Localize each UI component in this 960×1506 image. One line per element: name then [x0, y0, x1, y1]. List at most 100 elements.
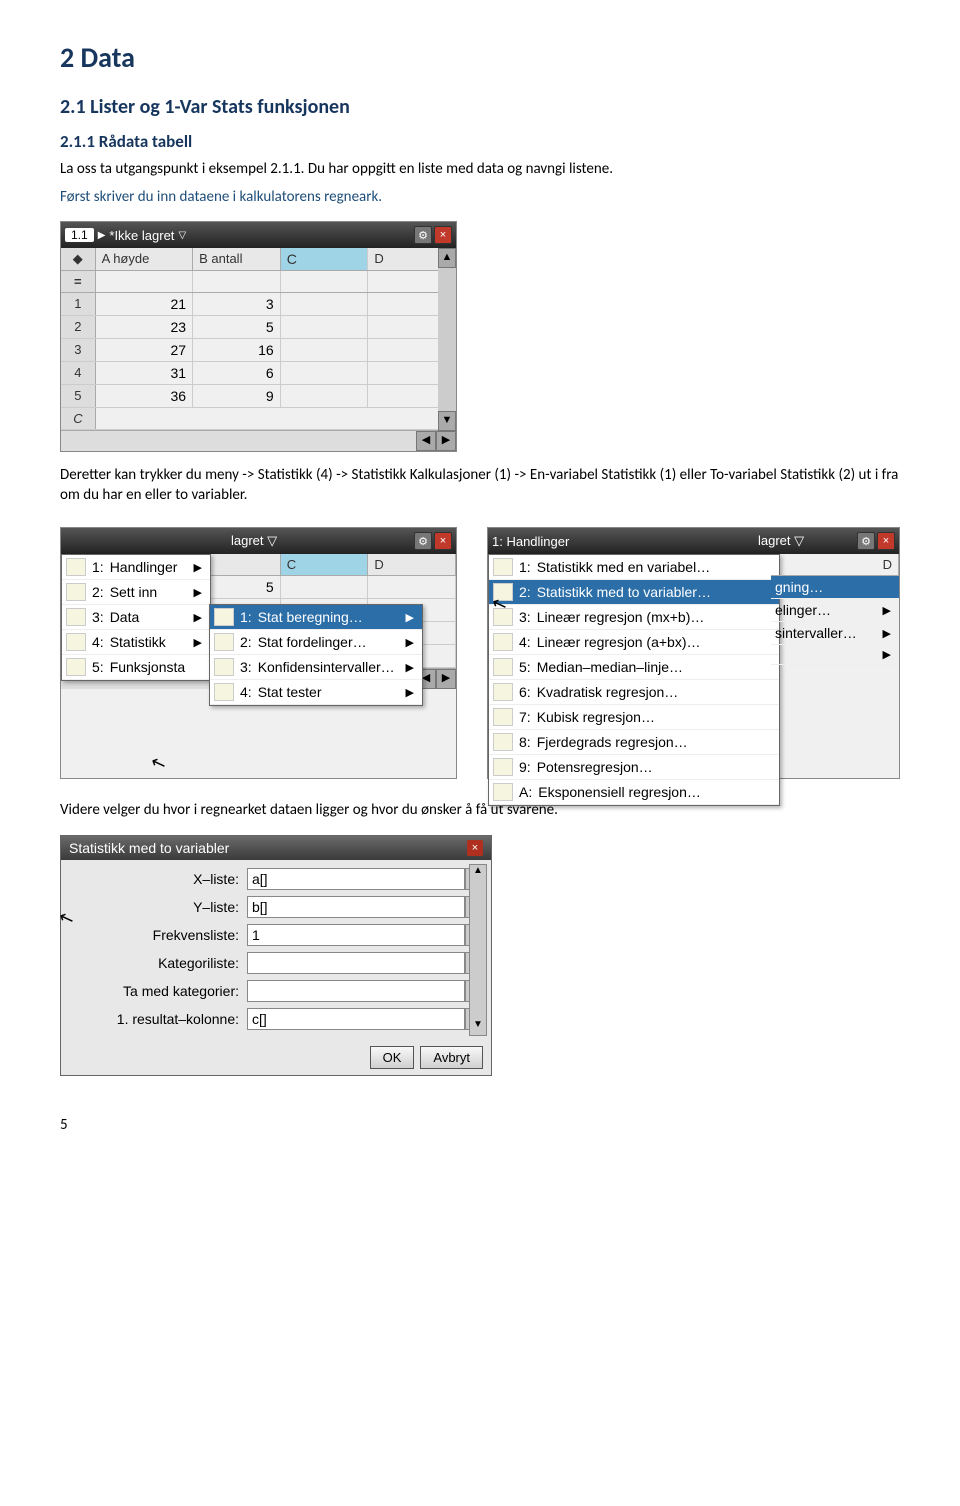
menu-item[interactable]: 1: Stat beregning…▶ — [210, 605, 422, 630]
scroll-up-icon[interactable]: ▲ — [438, 248, 456, 268]
close-icon[interactable]: × — [877, 532, 895, 550]
cell[interactable]: 27 — [96, 339, 193, 361]
cell[interactable] — [281, 576, 369, 598]
formula-cell[interactable] — [281, 271, 369, 292]
cell[interactable]: 16 — [193, 339, 281, 361]
gear-icon[interactable]: ⚙ — [414, 226, 432, 244]
scroll-up-icon[interactable]: ▲ — [470, 865, 486, 881]
field-input[interactable] — [247, 1008, 465, 1030]
cell[interactable]: 23 — [96, 316, 193, 338]
menu-item[interactable]: 4: Lineær regresjon (a+bx)… — [489, 630, 779, 655]
cell[interactable] — [281, 293, 369, 315]
scroll-down-icon[interactable]: ▼ — [470, 1019, 486, 1035]
col-B-name[interactable]: B antall — [193, 248, 281, 270]
menu-item-icon — [214, 683, 234, 701]
menu-item[interactable]: 4: Statistikk▶ — [62, 630, 210, 655]
ok-button[interactable]: OK — [370, 1046, 415, 1069]
formula-row: = — [61, 271, 456, 293]
close-icon[interactable]: × — [434, 532, 452, 550]
menu-item[interactable]: 7: Kubisk regresjon… — [489, 705, 779, 730]
menu-item-icon — [214, 608, 234, 626]
field-input[interactable] — [247, 980, 465, 1002]
menu-item[interactable]: 9: Potensregresjon… — [489, 755, 779, 780]
menu-item-number: 5: — [519, 659, 531, 675]
scroll-down-icon[interactable]: ▼ — [438, 411, 456, 431]
menu-item[interactable]: 3: Konfidensintervaller…▶ — [210, 655, 422, 680]
menu-item[interactable]: 8: Fjerdegrads regresjon… — [489, 730, 779, 755]
menu-item-number: 8: — [519, 734, 531, 750]
menu-item[interactable]: 6: Kvadratisk regresjon… — [489, 680, 779, 705]
v-scrollbar[interactable]: ▲ ▼ — [438, 248, 456, 431]
close-icon[interactable]: × — [434, 226, 452, 244]
cell[interactable] — [281, 316, 369, 338]
cell-ref-label: C — [61, 408, 96, 429]
menu-item-number: 9: — [519, 759, 531, 775]
menu-item-label: Statistikk — [110, 634, 166, 650]
subsection-heading: 2.1 Lister og 1-Var Stats funksjonen — [60, 95, 900, 119]
cell[interactable]: 36 — [96, 385, 193, 407]
field-label: X–liste: — [69, 871, 247, 887]
dialog-field-row: Kategoriliste:▸ — [69, 952, 483, 974]
scroll-right-icon[interactable]: ▶ — [436, 431, 456, 451]
gear-icon[interactable]: ⚙ — [414, 532, 432, 550]
cancel-button[interactable]: Avbryt — [420, 1046, 483, 1069]
col-C-name[interactable]: C — [281, 248, 369, 270]
cell[interactable] — [281, 339, 369, 361]
field-input[interactable] — [247, 924, 465, 946]
menu-item[interactable]: 1: Handlinger▶ — [62, 555, 210, 580]
menu-item-icon — [66, 608, 86, 626]
cell[interactable]: 9 — [193, 385, 281, 407]
cell[interactable] — [368, 576, 456, 598]
subsubsection-heading: 2.1.1 Rådata tabell — [60, 131, 900, 152]
menu-item[interactable]: 2: Statistikk med to variabler… — [489, 580, 779, 605]
cell[interactable]: 21 — [96, 293, 193, 315]
menu-item-label: Funksjonsta — [110, 659, 185, 675]
h-scrollbar[interactable]: ◀ ▶ — [61, 430, 456, 451]
field-input[interactable] — [247, 952, 465, 974]
menu-item[interactable]: 2: Stat fordelinger…▶ — [210, 630, 422, 655]
col-A-name[interactable]: A høyde — [96, 248, 193, 270]
formula-cell[interactable] — [96, 271, 193, 292]
menu-item-label: Sett inn — [110, 584, 157, 600]
main-menu[interactable]: 1: Handlinger▶2: Sett inn▶3: Data▶4: Sta… — [61, 554, 211, 681]
paragraph: Først skriver du inn dataene i kalkulato… — [60, 188, 900, 208]
menu-item-label: Kubisk regresjon… — [537, 709, 655, 725]
cell[interactable]: 5 — [193, 316, 281, 338]
regression-menu[interactable]: 1: Statistikk med en variabel…2: Statist… — [488, 554, 780, 806]
menu-item-label: Median–median–linje… — [537, 659, 683, 675]
scroll-left-icon[interactable]: ◀ — [416, 431, 436, 451]
cell[interactable] — [281, 362, 369, 384]
menu-item[interactable]: 3: Lineær regresjon (mx+b)… — [489, 605, 779, 630]
menu-item[interactable]: 2: Sett inn▶ — [62, 580, 210, 605]
close-icon[interactable]: × — [467, 840, 483, 856]
cell[interactable]: 6 — [193, 362, 281, 384]
menu-item-fragment[interactable]: gning… — [771, 576, 899, 599]
menu-item-icon — [66, 558, 86, 576]
menu-item[interactable]: 3: Data▶ — [62, 605, 210, 630]
field-input[interactable] — [247, 868, 465, 890]
cell[interactable] — [281, 385, 369, 407]
field-label: Y–liste: — [69, 899, 247, 915]
menu-item[interactable]: 4: Stat tester▶ — [210, 680, 422, 705]
menu-item-fragment[interactable]: elinger…▶ — [771, 599, 899, 622]
menu-item-icon — [66, 633, 86, 651]
calc-titlebar: 1.1 lagret ▽ ⚙ × — [61, 528, 456, 554]
gear-icon[interactable]: ⚙ — [857, 532, 875, 550]
menu-item[interactable]: 5: Median–median–linje… — [489, 655, 779, 680]
menu-item-icon — [493, 733, 513, 751]
cell[interactable]: 31 — [96, 362, 193, 384]
sub-menu-statistikk[interactable]: 1: Stat beregning…▶2: Stat fordelinger…▶… — [209, 604, 423, 706]
cell[interactable]: 3 — [193, 293, 281, 315]
formula-cell[interactable] — [193, 271, 281, 292]
field-input[interactable] — [247, 896, 465, 918]
field-label: Ta med kategorier: — [69, 983, 247, 999]
menu-item-fragment[interactable]: sintervaller…▶ — [771, 622, 899, 645]
menu-item-number: 2: — [92, 584, 104, 600]
field-label: Kategoriliste: — [69, 955, 247, 971]
menu-item[interactable]: A: Eksponensiell regresjon… — [489, 780, 779, 805]
cursor-icon: ↖ — [148, 751, 169, 776]
dialog-field-row: Ta med kategorier:▸ — [69, 980, 483, 1002]
menu-item-fragment[interactable]: ▶ — [771, 645, 899, 665]
menu-item[interactable]: 1: Statistikk med en variabel… — [489, 555, 779, 580]
menu-item[interactable]: 5: Funksjonsta — [62, 655, 210, 680]
